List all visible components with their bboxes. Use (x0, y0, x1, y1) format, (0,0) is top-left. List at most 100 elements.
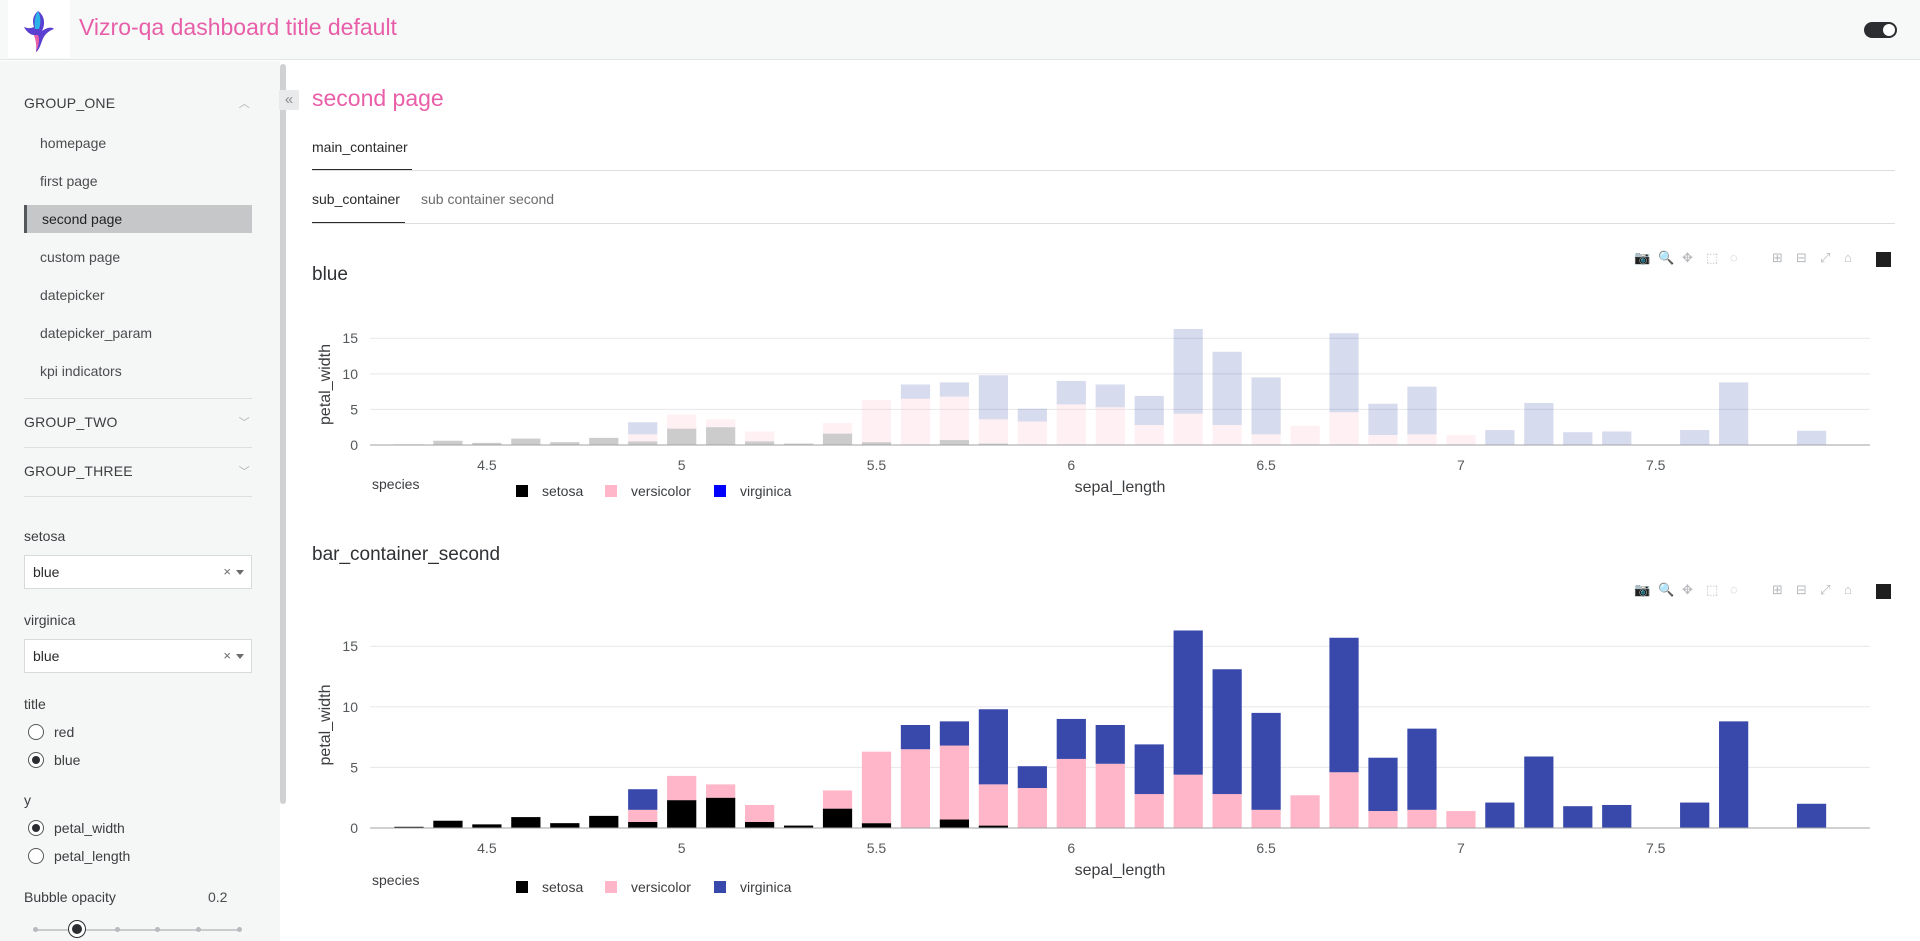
bar-versicolor (1368, 811, 1398, 828)
caret-down-icon[interactable] (236, 570, 244, 575)
x-tick-label: 5.5 (867, 457, 887, 473)
hummingbird-icon (24, 11, 54, 52)
slider-tick (33, 927, 38, 932)
zoom-out-icon[interactable]: ⊟ (1796, 250, 1807, 265)
tab-main-container[interactable]: main_container (312, 139, 408, 155)
tab-sub-container-second[interactable]: sub container second (421, 191, 555, 207)
radio-circle[interactable] (28, 724, 44, 740)
bar-versicolor (1017, 788, 1047, 828)
autoscale-icon[interactable]: ⤢ (1820, 582, 1831, 597)
radio-circle[interactable] (28, 820, 44, 836)
nav-item-datepicker-param[interactable]: datepicker_param (40, 325, 153, 341)
chart-modebar: 📷 🔍 ✥ ⬚ ◌ ⊞ ⊟ ⤢ ⌂ (1630, 250, 1894, 270)
y-tick-label: 15 (342, 330, 358, 346)
autoscale-icon[interactable]: ⤢ (1820, 250, 1831, 265)
radio-petal-length[interactable]: petal_length (28, 848, 130, 864)
zoom-icon[interactable]: 🔍 (1658, 250, 1675, 265)
radio-circle[interactable] (28, 848, 44, 864)
virginica-dropdown[interactable]: blue × (24, 639, 252, 673)
chart-bar-container-second: 0 5 10 15 4.5 5 5.5 6 6.5 7 7.5 sepal_length petal_w… (317, 630, 1870, 895)
home-icon[interactable]: ⌂ (1844, 582, 1852, 597)
tab-sub-container[interactable]: sub_container (312, 191, 400, 207)
nav-item-first-page[interactable]: first page (40, 173, 98, 189)
pan-icon[interactable]: ✥ (1682, 582, 1693, 597)
pan-icon[interactable]: ✥ (1682, 250, 1693, 265)
zoom-out-icon[interactable]: ⊟ (1796, 582, 1807, 597)
nav-item-datepicker[interactable]: datepicker (40, 287, 105, 303)
bar-setosa (861, 442, 892, 445)
slider-handle[interactable] (69, 921, 85, 937)
bubble-opacity-slider[interactable] (34, 929, 240, 931)
radio-blue[interactable]: blue (28, 752, 80, 768)
accordion-group-one[interactable]: GROUP_ONE ︿ (24, 95, 252, 111)
clear-icon[interactable]: × (223, 564, 231, 579)
theme-toggle[interactable] (1864, 22, 1897, 38)
bar-versicolor (1329, 772, 1359, 828)
bar-versicolor (628, 434, 658, 442)
accordion-group-three[interactable]: GROUP_THREE ﹀ (24, 463, 252, 479)
nav-item-homepage[interactable]: homepage (40, 135, 107, 151)
divider (24, 398, 252, 399)
home-icon[interactable]: ⌂ (1844, 250, 1852, 265)
bar-setosa (394, 826, 424, 828)
bar-versicolor (1056, 758, 1086, 828)
radio-petal-width[interactable]: petal_width (28, 820, 125, 836)
box-select-icon[interactable]: ⬚ (1706, 250, 1719, 265)
x-tick-label: 6.5 (1256, 840, 1276, 856)
collapse-sidebar-icon[interactable]: « (279, 90, 299, 110)
nav-item-second-page[interactable]: second page (24, 205, 252, 233)
radio-red[interactable]: red (28, 724, 74, 740)
clear-icon[interactable]: × (223, 648, 231, 663)
y-axis-label: petal_width (317, 344, 334, 425)
bar-virginica (1524, 403, 1554, 445)
zoom-icon[interactable]: 🔍 (1658, 582, 1675, 597)
nav-item-custom-page[interactable]: custom page (40, 249, 121, 265)
y-label: y (24, 792, 31, 808)
zoom-in-icon[interactable]: ⊞ (1772, 250, 1783, 265)
lasso-icon[interactable]: ◌ (1730, 250, 1738, 265)
bar-versicolor (1407, 434, 1437, 445)
bar-versicolor (1173, 774, 1203, 828)
box-select-icon[interactable]: ⬚ (1706, 582, 1719, 597)
radio-circle[interactable] (28, 752, 44, 768)
bar-versicolor (861, 751, 892, 824)
bar-virginica (1796, 430, 1827, 445)
bar-setosa (978, 443, 1008, 445)
radio-label: petal_length (54, 848, 131, 864)
vizro-logo[interactable] (8, 0, 70, 58)
caret-down-icon[interactable] (236, 654, 244, 659)
bar-virginica (1719, 721, 1749, 828)
bar-setosa (978, 825, 1008, 828)
bar-setosa (472, 442, 502, 445)
bar-versicolor (667, 775, 697, 801)
bar-versicolor (939, 745, 970, 820)
camera-icon[interactable]: 📷 (1634, 582, 1651, 597)
lasso-icon[interactable]: ◌ (1730, 582, 1738, 597)
bar-virginica (1017, 408, 1047, 422)
bar-setosa (511, 817, 541, 828)
camera-icon[interactable]: 📷 (1634, 250, 1651, 265)
tab-bar-outer (312, 170, 1895, 171)
setosa-dropdown[interactable]: blue × (24, 555, 252, 589)
chevron-up-icon: ︿ (238, 98, 250, 110)
bar-virginica (1251, 712, 1281, 810)
sidebar-scrollbar[interactable] (280, 64, 286, 804)
plotly-logo-icon[interactable] (1876, 584, 1891, 599)
plotly-logo-icon[interactable] (1876, 252, 1891, 267)
legend-label: setosa (542, 879, 583, 895)
accordion-group-two[interactable]: GROUP_TWO ﹀ (24, 414, 252, 430)
bar-setosa (783, 443, 814, 445)
dropdown-value: blue (33, 564, 60, 580)
legend-swatch (516, 881, 528, 893)
y-tick-label: 10 (342, 366, 358, 382)
bar-versicolor (1329, 412, 1359, 445)
nav-item-kpi-indicators[interactable]: kpi indicators (40, 363, 122, 379)
bar-virginica (1056, 380, 1086, 405)
group-title: GROUP_ONE (24, 95, 116, 111)
bar-setosa (706, 797, 736, 828)
zoom-in-icon[interactable]: ⊞ (1772, 582, 1783, 597)
bar-virginica (1796, 803, 1827, 828)
bar-versicolor (1251, 434, 1281, 445)
radio-label: petal_width (54, 820, 125, 836)
bar-virginica (1017, 766, 1047, 789)
